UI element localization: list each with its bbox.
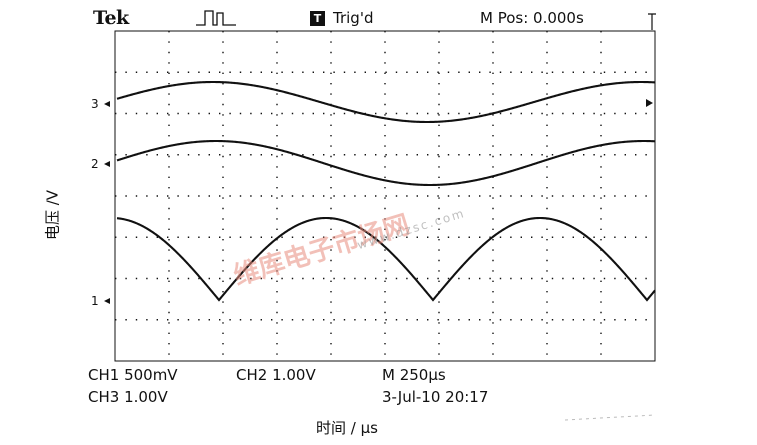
ch3-scale-readout: CH3 1.00V — [88, 388, 168, 406]
timebase-readout: M 250μs — [382, 366, 446, 384]
ch3-waveform — [116, 80, 656, 124]
trigger-status: Trig'd — [333, 9, 374, 27]
ch2-scale-readout: CH2 1.00V — [236, 366, 316, 384]
ch3-marker-arrow-icon — [104, 101, 110, 107]
datetime-readout: 3-Jul-10 20:17 — [382, 388, 489, 406]
y-axis-label: 电压 /V — [43, 189, 62, 241]
position-indicator-icon — [648, 13, 656, 30]
ch2-waveform — [116, 139, 656, 187]
ch2-marker: 2 — [91, 157, 99, 171]
ch3-marker: 3 — [91, 97, 99, 111]
pulse-icon — [196, 10, 236, 26]
ch1-marker: 1 — [91, 294, 99, 308]
brand-logo: Tek — [93, 7, 129, 29]
left-arrow-icon — [646, 99, 653, 107]
ch1-scale-readout: CH1 500mV — [88, 366, 178, 384]
ch2-marker-arrow-icon — [104, 161, 110, 167]
trigger-icon: T — [310, 11, 325, 26]
x-axis-label: 时间 / μs — [316, 419, 378, 437]
graticule-grid — [115, 31, 655, 361]
main-position-readout: M Pos: 0.000s — [480, 9, 584, 27]
noise-artifact — [564, 414, 656, 421]
ch1-waveform — [116, 216, 656, 302]
ch1-marker-arrow-icon — [104, 298, 110, 304]
